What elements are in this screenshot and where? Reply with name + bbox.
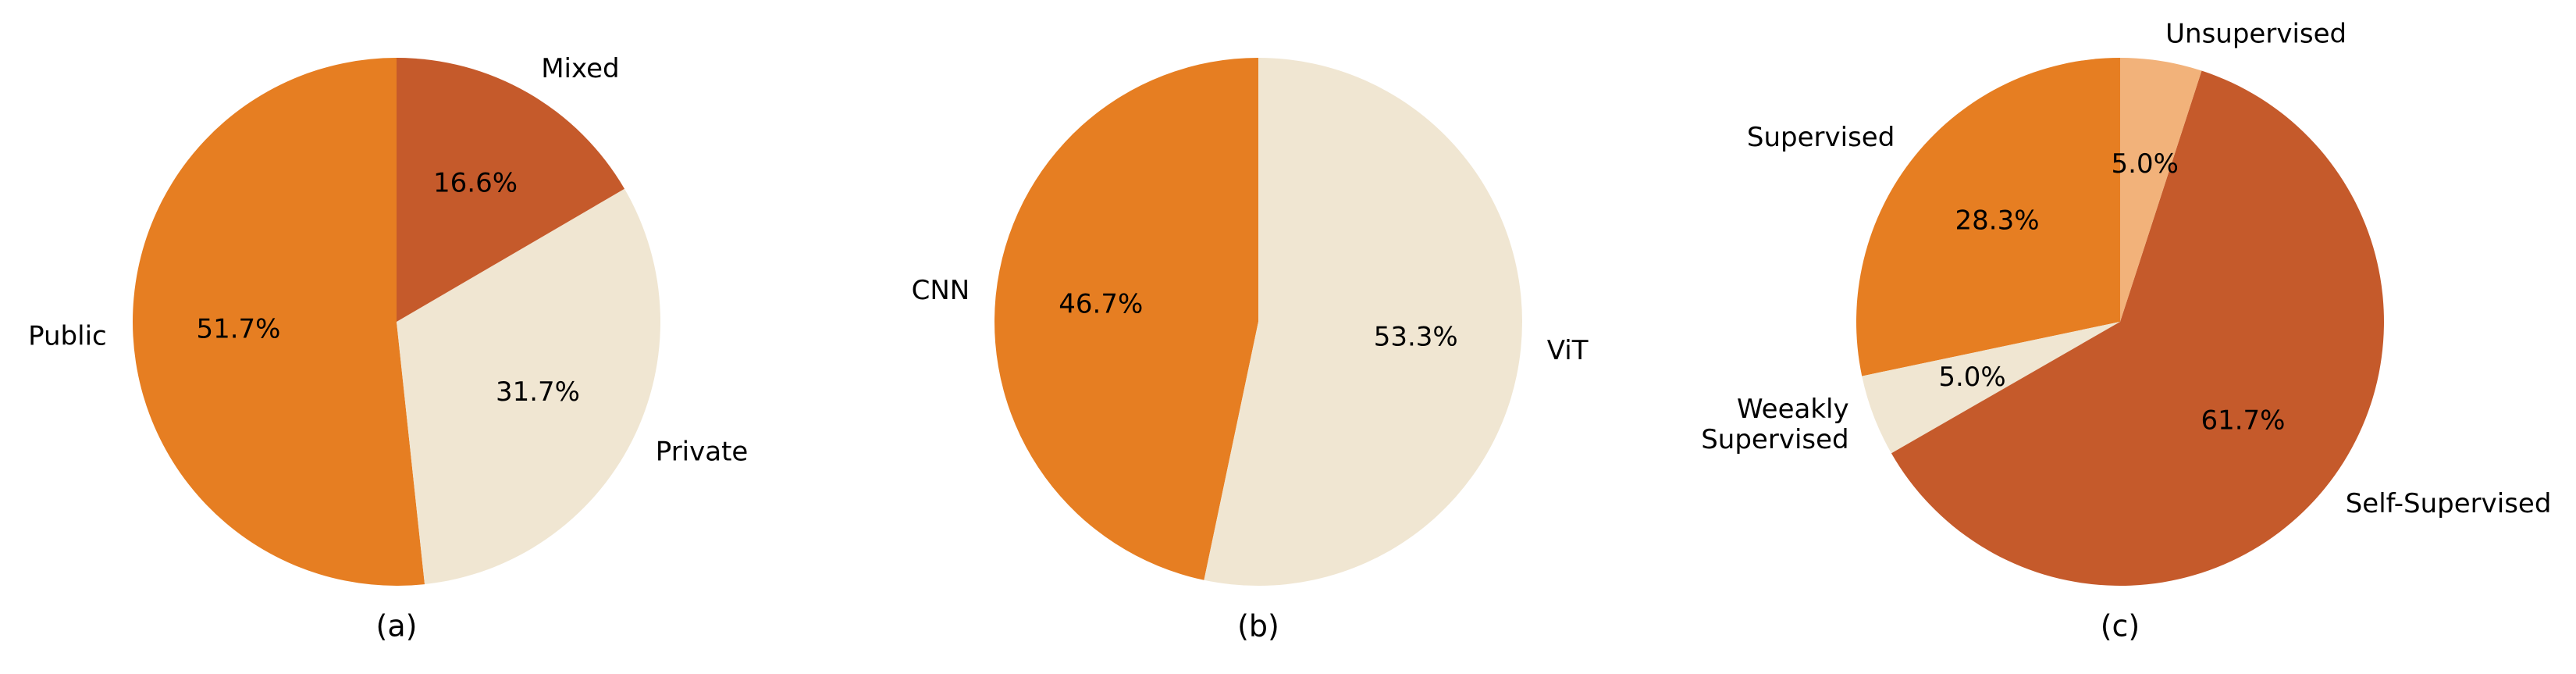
slice-label: Public: [28, 320, 107, 351]
pie-slice: [994, 58, 1258, 580]
percent-label: 46.7%: [1059, 289, 1143, 320]
percent-label: 16.6%: [433, 168, 518, 199]
percent-label: 28.3%: [1955, 205, 2040, 237]
percent-label: 5.0%: [2112, 148, 2179, 180]
slice-label: Self-Supervised: [2346, 488, 2552, 519]
percent-label: 61.7%: [2201, 405, 2285, 436]
caption: (b): [1237, 609, 1279, 644]
slice-label: Weeakly Supervised: [1701, 393, 1848, 455]
percent-label: 51.7%: [196, 313, 280, 344]
pie-slice: [1891, 70, 2385, 587]
percent-label: 31.7%: [496, 376, 580, 408]
pie-slice: [1862, 322, 2120, 454]
slice-label: ViT: [1547, 335, 1589, 366]
slice-label: Unsupervised: [2165, 18, 2347, 49]
caption: (c): [2101, 609, 2140, 644]
slice-label: Supervised: [1747, 122, 1895, 153]
pie-slice: [1856, 58, 2120, 376]
pie-slice: [1204, 58, 1522, 587]
percent-label: 53.3%: [1374, 321, 1458, 352]
slice-label: CNN: [912, 275, 970, 306]
percent-label: 5.0%: [1938, 362, 2005, 393]
pie-slice: [2120, 58, 2202, 322]
slice-label: Private: [656, 436, 749, 467]
pie-slice: [397, 188, 661, 585]
pie-slice: [133, 58, 425, 586]
caption: (a): [376, 609, 418, 644]
slice-label: Mixed: [541, 53, 619, 84]
pie-slice: [397, 58, 625, 322]
